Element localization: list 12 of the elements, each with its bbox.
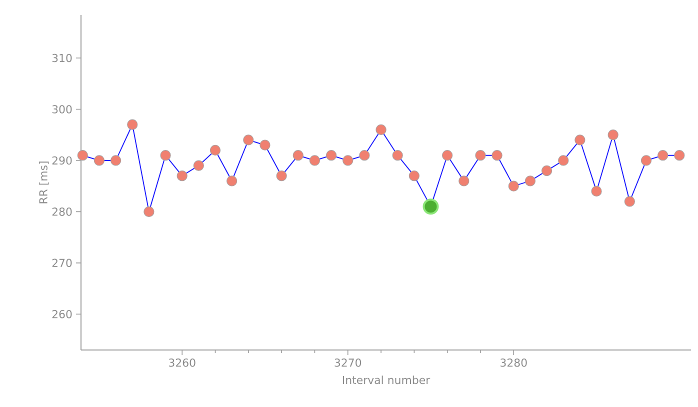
x-tick-label: 3260 [169,358,196,367]
y-tick-label: 280 [52,208,72,216]
y-axis-title: RR [ms] [38,162,49,204]
y-tick-label: 270 [52,258,72,268]
point [422,198,439,215]
x-axis-title: Interval number [342,376,430,384]
y-tick-label: 290 [52,156,72,165]
y-tick-label: 300 [52,105,72,114]
x-tick-label: 3280 [500,358,527,367]
x-tick-label: 3270 [334,358,362,367]
y-tick-label: 260 [52,310,72,318]
y-tick-label: 310 [52,54,72,62]
